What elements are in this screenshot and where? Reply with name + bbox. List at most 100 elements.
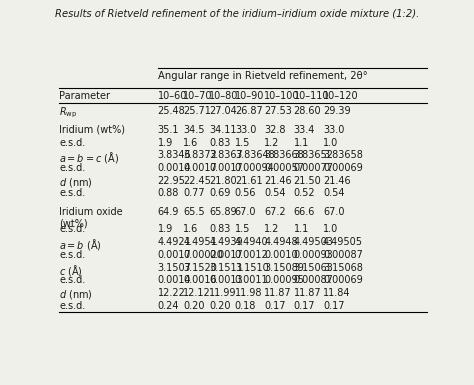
Text: 21.80: 21.80 [209, 176, 237, 186]
Text: 25.48: 25.48 [158, 106, 185, 116]
Text: 35.1: 35.1 [158, 125, 179, 135]
Text: e.s.d.: e.s.d. [59, 301, 85, 311]
Text: 64.9: 64.9 [158, 207, 179, 217]
Text: 33.0: 33.0 [323, 125, 345, 135]
Text: 26.87: 26.87 [235, 106, 263, 116]
Text: 0.20: 0.20 [209, 301, 231, 311]
Text: 11.99: 11.99 [209, 288, 237, 298]
Text: 66.6: 66.6 [293, 207, 315, 217]
Text: 3.15063: 3.15063 [293, 263, 334, 273]
Text: Results of Rietveld refinement of the iridium–iridium oxide mixture (1:2).: Results of Rietveld refinement of the ir… [55, 8, 419, 18]
Text: 0.69: 0.69 [209, 189, 230, 199]
Text: 27.53: 27.53 [264, 106, 292, 116]
Text: 3.1520: 3.1520 [183, 263, 217, 273]
Text: Iridium oxide: Iridium oxide [59, 207, 123, 217]
Text: 0.00093: 0.00093 [293, 250, 333, 260]
Text: 3.1510: 3.1510 [235, 263, 269, 273]
Text: 0.0014: 0.0014 [158, 275, 191, 285]
Text: 0.00057: 0.00057 [264, 163, 304, 173]
Text: 4.49503: 4.49503 [293, 237, 334, 247]
Text: 4.49505: 4.49505 [323, 237, 363, 247]
Text: 0.0016: 0.0016 [183, 275, 217, 285]
Text: 10–80: 10–80 [209, 90, 238, 100]
Text: Angular range in Rietveld refinement, 2θ°: Angular range in Rietveld refinement, 2θ… [158, 70, 367, 80]
Text: 34.11: 34.11 [209, 125, 237, 135]
Text: 34.5: 34.5 [183, 125, 205, 135]
Text: e.s.d.: e.s.d. [59, 137, 85, 147]
Text: 10–60: 10–60 [158, 90, 187, 100]
Text: 11.87: 11.87 [264, 288, 292, 298]
Text: 0.17: 0.17 [264, 301, 286, 311]
Text: 67.2: 67.2 [264, 207, 286, 217]
Text: 21.46: 21.46 [264, 176, 292, 186]
Text: 3.15068: 3.15068 [323, 263, 363, 273]
Text: 21.50: 21.50 [293, 176, 321, 186]
Text: Iridium (wt%): Iridium (wt%) [59, 125, 125, 135]
Text: 1.9: 1.9 [158, 224, 173, 234]
Text: $a = b$ (Å): $a = b$ (Å) [59, 237, 102, 252]
Text: Parameter: Parameter [59, 90, 110, 100]
Text: 0.54: 0.54 [323, 189, 345, 199]
Text: 0.0010: 0.0010 [264, 250, 298, 260]
Text: 3.83648: 3.83648 [235, 150, 274, 160]
Text: 1.0: 1.0 [323, 137, 338, 147]
Text: 10–70: 10–70 [183, 90, 213, 100]
Text: 11.98: 11.98 [235, 288, 262, 298]
Text: 0.83: 0.83 [209, 224, 230, 234]
Text: 4.4939: 4.4939 [209, 237, 243, 247]
Text: 0.0014: 0.0014 [158, 163, 191, 173]
Text: 3.8372: 3.8372 [183, 150, 217, 160]
Text: 3.83652: 3.83652 [293, 150, 334, 160]
Text: 1.1: 1.1 [293, 224, 309, 234]
Text: 4.4921: 4.4921 [158, 237, 191, 247]
Text: 1.5: 1.5 [235, 224, 250, 234]
Text: 4.4940: 4.4940 [235, 237, 268, 247]
Text: e.s.d.: e.s.d. [59, 275, 85, 285]
Text: 10–90: 10–90 [235, 90, 264, 100]
Text: 0.20: 0.20 [183, 301, 205, 311]
Text: 0.88: 0.88 [158, 189, 179, 199]
Text: 0.00094: 0.00094 [235, 163, 274, 173]
Text: 0.0017: 0.0017 [158, 250, 191, 260]
Text: 3.83658: 3.83658 [323, 150, 363, 160]
Text: 22.45: 22.45 [183, 176, 211, 186]
Text: 0.18: 0.18 [235, 301, 256, 311]
Text: 1.0: 1.0 [323, 224, 338, 234]
Text: 0.0011: 0.0011 [235, 275, 268, 285]
Text: 3.8346: 3.8346 [158, 150, 191, 160]
Text: 0.0017: 0.0017 [209, 163, 243, 173]
Text: 28.60: 28.60 [293, 106, 321, 116]
Text: 67.0: 67.0 [235, 207, 256, 217]
Text: 12.12: 12.12 [183, 288, 211, 298]
Text: 0.24: 0.24 [158, 301, 179, 311]
Text: $d$ (nm): $d$ (nm) [59, 176, 93, 189]
Text: 1.6: 1.6 [183, 137, 199, 147]
Text: $R_{\mathrm{wp}}$: $R_{\mathrm{wp}}$ [59, 106, 77, 121]
Text: 0.0017: 0.0017 [209, 250, 243, 260]
Text: $a = b = c$ (Å): $a = b = c$ (Å) [59, 150, 119, 165]
Text: e.s.d.: e.s.d. [59, 163, 85, 173]
Text: 1.9: 1.9 [158, 137, 173, 147]
Text: 0.00095: 0.00095 [264, 275, 304, 285]
Text: 0.56: 0.56 [235, 189, 256, 199]
Text: e.s.d.: e.s.d. [59, 189, 85, 199]
Text: 4.4951: 4.4951 [183, 237, 217, 247]
Text: 0.83: 0.83 [209, 137, 230, 147]
Text: 11.84: 11.84 [323, 288, 350, 298]
Text: 0.00069: 0.00069 [323, 163, 363, 173]
Text: 0.00077: 0.00077 [293, 163, 334, 173]
Text: $c$ (Å): $c$ (Å) [59, 263, 83, 278]
Text: 33.0: 33.0 [235, 125, 256, 135]
Text: 0.17: 0.17 [323, 301, 345, 311]
Text: 1.6: 1.6 [183, 224, 199, 234]
Text: 65.5: 65.5 [183, 207, 205, 217]
Text: 0.54: 0.54 [264, 189, 286, 199]
Text: 0.00069: 0.00069 [323, 275, 363, 285]
Text: 1.2: 1.2 [264, 224, 280, 234]
Text: $d$ (nm): $d$ (nm) [59, 288, 93, 301]
Text: 32.8: 32.8 [264, 125, 286, 135]
Text: 10–120: 10–120 [323, 90, 359, 100]
Text: 1.2: 1.2 [264, 137, 280, 147]
Text: 0.00087: 0.00087 [323, 250, 363, 260]
Text: 11.87: 11.87 [293, 288, 321, 298]
